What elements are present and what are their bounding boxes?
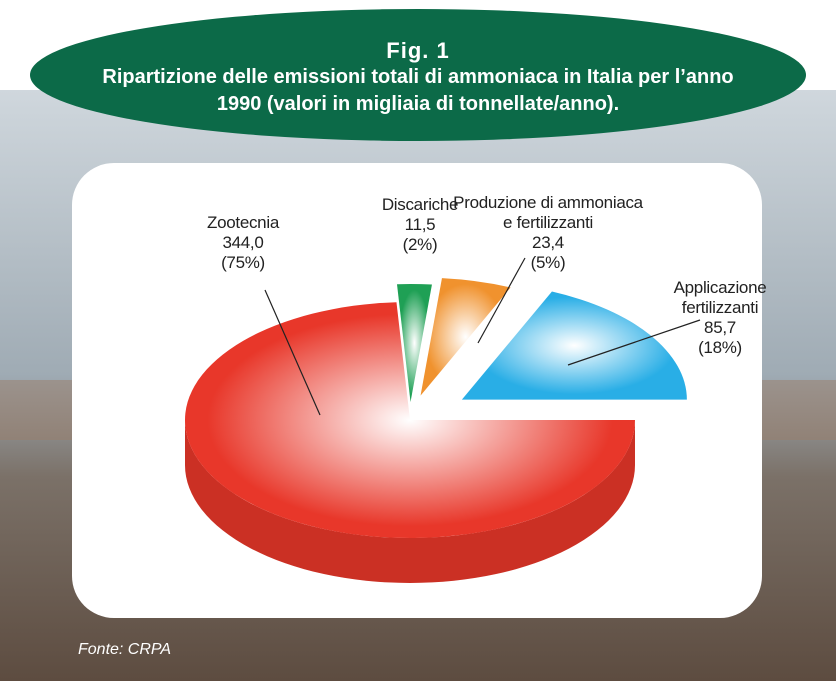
value-label: 23,4 (453, 233, 643, 253)
value-label: (75%) (207, 253, 279, 273)
value-label: 344,0 (207, 233, 279, 253)
figure-label: Fig. 1 (30, 38, 806, 64)
value-label: (2%) (382, 235, 458, 255)
category-label: Applicazione fertilizzanti (674, 278, 767, 318)
source: Fonte: CRPA (78, 641, 171, 659)
value-label: 11,5 (382, 215, 458, 235)
category-label: Discariche (382, 195, 458, 215)
value-label: (5%) (453, 253, 643, 273)
title-area: Fig. 1 Ripartizione delle emissioni tota… (30, 10, 806, 140)
chart-title: Ripartizione delle emissioni totali di a… (30, 64, 806, 118)
page: Fig. 1 Ripartizione delle emissioni tota… (0, 0, 836, 681)
category-label: Zootecnia (207, 213, 279, 233)
value-label: (18%) (674, 338, 767, 358)
value-label: 85,7 (674, 318, 767, 338)
category-label: Produzione di ammoniaca e fertilizzanti (453, 193, 643, 233)
